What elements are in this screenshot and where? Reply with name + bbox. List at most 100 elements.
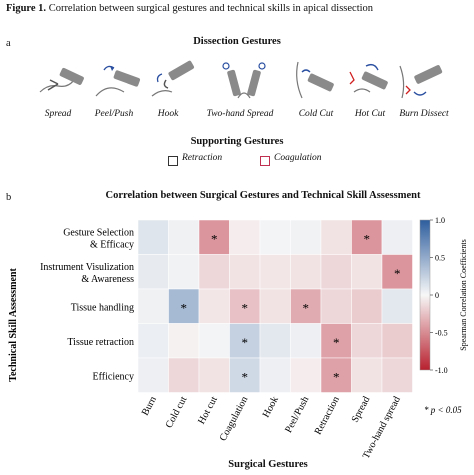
heatmap-cell (198, 323, 230, 359)
heatmap-cell (259, 323, 291, 359)
heatmap-cell (229, 219, 261, 255)
heatmap-cell (290, 357, 322, 393)
heatmap-cell (381, 288, 413, 324)
hot-cut-instrument-icon (349, 63, 388, 93)
heatmap-cell (320, 288, 352, 324)
heatmap-cell (229, 288, 261, 324)
panel-a-letter: a (6, 38, 11, 49)
heatmap-cell (198, 254, 230, 290)
y-tick-label: Instrument Visulization & Awareness (40, 262, 134, 285)
gesture-label-burn-dissect: Burn Dissect (399, 109, 449, 119)
heatmap-cell (351, 357, 383, 393)
heatmap-cell (137, 357, 169, 393)
heatmap-cell (259, 219, 291, 255)
y-tick-label: Tissue retraction (67, 337, 134, 348)
retraction-legend-label: Retraction (182, 153, 223, 163)
heatmap-cell (320, 219, 352, 255)
y-axis-tick-labels: Gesture Selection & Efficacy Instrument Vi… (40, 227, 134, 382)
panel-b-letter: b (6, 192, 12, 203)
retraction-legend-swatch (168, 156, 178, 166)
gesture-label-hook: Hook (157, 109, 179, 119)
heatmap-cell (137, 219, 169, 255)
gesture-label-two-hand-spread: Two-hand Spread (206, 109, 274, 119)
significance-star: * (394, 266, 401, 281)
x-tick-label: Hot cut (196, 395, 220, 427)
hook-instrument-icon (151, 60, 195, 97)
heatmap-cell (290, 254, 322, 290)
peel-push-instrument-icon (95, 65, 141, 97)
x-tick-label: Retraction (313, 395, 342, 437)
colorbar-tick-label: -1.0 (435, 366, 448, 375)
heatmap-cells (137, 219, 413, 393)
dissection-gestures-title: Dissection Gestures (193, 36, 281, 47)
significance-star: * (242, 335, 249, 350)
burn-dissect-instrument-icon (399, 65, 443, 99)
x-tick-label: Spread (350, 395, 373, 425)
heatmap-cell (168, 357, 200, 393)
x-tick-label: Burn (140, 395, 159, 418)
colorbar-tick-label: 0.5 (435, 254, 445, 263)
heatmap-cell (198, 357, 230, 393)
two-hand-spread-instrument-icon (222, 62, 266, 99)
heatmap-cell (137, 288, 169, 324)
coagulation-legend-swatch (260, 156, 270, 166)
figure-title: Figure 1. Correlation between surgical g… (6, 3, 374, 14)
x-tick-label: Peel/Push (283, 395, 311, 435)
heatmap-cell (229, 323, 261, 359)
colorbar-tick-label: 1.0 (435, 216, 445, 225)
significance-star: * (364, 231, 371, 246)
heatmap-cell (381, 357, 413, 393)
colorbar-ticks: 1.0 0.5 0 -0.5 -1.0 (430, 216, 448, 375)
heatmap-cell (168, 323, 200, 359)
heatmap-chart: * * * * * * * * * * Gesture Selection & Efficacy In… (8, 216, 468, 461)
gesture-label-hot-cut: Hot Cut (354, 109, 386, 119)
heatmap-cell (381, 219, 413, 255)
heatmap-cell (168, 254, 200, 290)
gesture-label-spread: Spread (44, 109, 72, 119)
significance-star: * (211, 231, 218, 246)
heatmap-cell (290, 323, 322, 359)
y-tick-label: Efficiency (93, 371, 134, 382)
significance-footnote: * p < 0.05 (424, 405, 462, 415)
heatmap-cell (381, 254, 413, 290)
significance-star: * (181, 300, 188, 315)
heatmap-cell (290, 219, 322, 255)
gesture-icons-row (39, 60, 443, 99)
gesture-label-peel-push: Peel/Push (94, 109, 134, 119)
heatmap-cell (137, 323, 169, 359)
coagulation-legend-label: Coagulation (274, 153, 322, 163)
x-tick-label: Hook (261, 395, 281, 420)
gesture-label-cold-cut: Cold Cut (298, 109, 334, 119)
heatmap-cell (229, 254, 261, 290)
heatmap-cell (259, 357, 291, 393)
heatmap-cell (320, 357, 352, 393)
significance-star: * (333, 369, 340, 384)
heatmap-cell (290, 288, 322, 324)
y-axis-title: Technical Skill Assessment (8, 268, 19, 382)
heatmap-cell (351, 323, 383, 359)
heatmap-cell (259, 288, 291, 324)
heatmap-cell (381, 323, 413, 359)
x-tick-label: Cold cut (164, 395, 190, 431)
supporting-gestures-title: Supporting Gestures (190, 136, 284, 147)
cold-cut-instrument-icon (296, 61, 334, 99)
heatmap-cell (198, 288, 230, 324)
x-axis-title: Surgical Gestures (228, 459, 308, 470)
colorbar (419, 219, 431, 371)
significance-star: * (333, 335, 340, 350)
heatmap-cell (320, 323, 352, 359)
significance-star: * (303, 300, 310, 315)
heatmap-title: Correlation between Surgical Gestures an… (105, 190, 421, 201)
colorbar-tick-label: 0 (435, 291, 439, 300)
significance-star: * (242, 369, 249, 384)
significance-star: * (242, 300, 249, 315)
y-tick-label: Gesture Selection & Efficacy (63, 227, 134, 250)
heatmap-cell (168, 219, 200, 255)
heatmap-cell (351, 288, 383, 324)
heatmap-cell (259, 254, 291, 290)
heatmap-cell (320, 254, 352, 290)
heatmap-cell (351, 254, 383, 290)
colorbar-title: Spearman Correlation Coefficients (459, 239, 468, 350)
y-tick-label: Tissue handling (71, 302, 134, 313)
